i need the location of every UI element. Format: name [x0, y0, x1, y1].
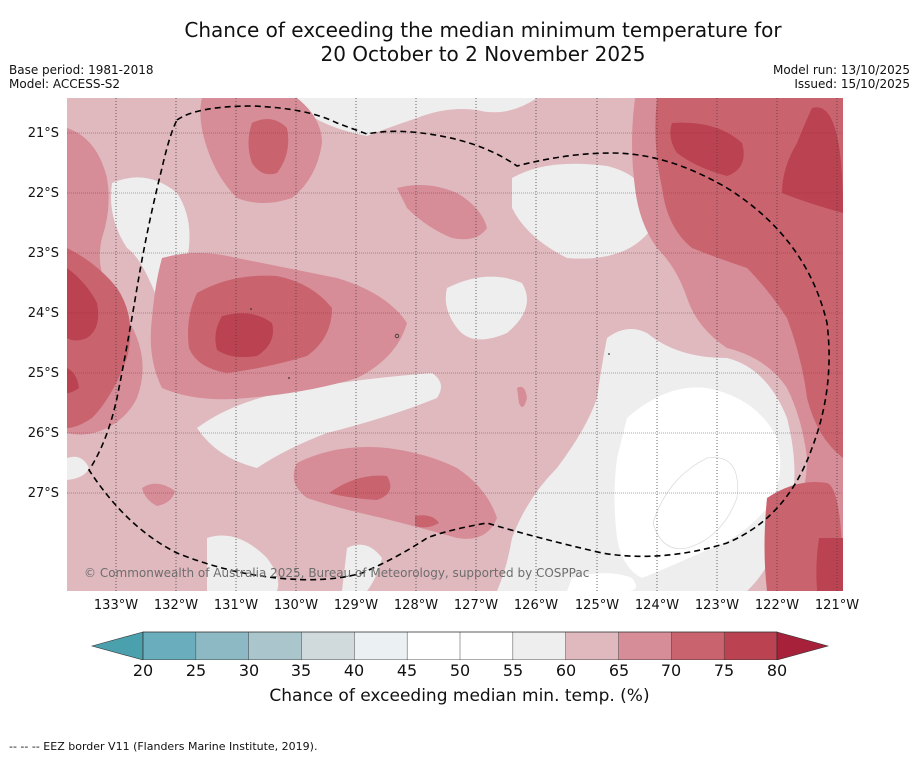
region-70-75-south-center	[329, 475, 391, 500]
region-75-80-north-east	[670, 122, 744, 176]
lon-label-125w: 125°W	[574, 598, 620, 613]
colorbar-bin-20-25	[143, 632, 197, 660]
run-info: Model run: 13/10/2025 Issued: 15/10/2025	[773, 63, 910, 91]
colorbar-over-triangle	[776, 631, 830, 660]
region-70-75-north-west	[248, 119, 289, 175]
colorbar-bin-55-60	[512, 632, 567, 660]
base-period: Base period: 1981-2018	[9, 63, 154, 77]
lat-label-23s: 23°S	[27, 246, 59, 261]
colorbar-bin-30-35	[248, 632, 302, 660]
island-dot	[608, 353, 610, 355]
colorbar-tick-65: 65	[608, 661, 630, 680]
lat-label-27s: 27°S	[27, 486, 59, 501]
region-55-60-south-small	[207, 535, 279, 591]
title-line-2: 20 October to 2 November 2025	[320, 42, 646, 66]
lon-label-127w: 127°W	[453, 598, 499, 613]
eez-footnote: -- -- -- EEZ border V11 (Flanders Marine…	[9, 740, 318, 753]
lat-label-21s: 21°S	[27, 126, 59, 141]
lon-label-124w: 124°W	[634, 598, 680, 613]
region-75-80-south-east	[816, 538, 843, 591]
copyright-notice: © Commonwealth of Australia 2025, Bureau…	[84, 566, 590, 580]
colorbar-bin-75-80	[724, 632, 778, 660]
colorbar-tick-25: 25	[185, 661, 207, 680]
colorbar-bins	[143, 632, 778, 660]
colorbar-bin-70-75	[671, 632, 725, 660]
lon-label-132w: 132°W	[153, 598, 199, 613]
colorbar-tick-20: 20	[132, 661, 154, 680]
colorbar-label: Chance of exceeding median min. temp. (%…	[269, 686, 650, 706]
region-55-60-south-small-2	[342, 544, 382, 591]
lon-label-122w: 122°W	[754, 598, 800, 613]
lon-label-121w: 121°W	[814, 598, 860, 613]
lon-label-133w: 133°W	[93, 598, 139, 613]
colorbar-tick-70: 70	[660, 661, 682, 680]
region-75-80-east	[782, 107, 843, 213]
model-run-date: Model run: 13/10/2025	[772, 63, 910, 77]
colorbar-bin-35-40	[301, 632, 355, 660]
title-line-1: Chance of exceeding the median minimum t…	[184, 18, 782, 42]
lon-label-130w: 130°W	[273, 598, 319, 613]
island-dot	[250, 308, 252, 310]
model-name: Model: ACCESS-S2	[9, 77, 121, 91]
island-dot	[288, 377, 290, 379]
parallel-gridlines	[67, 132, 843, 494]
region-70-75-tiny	[415, 515, 439, 528]
lon-label-126w: 126°W	[513, 598, 559, 613]
lon-label-129w: 129°W	[333, 598, 379, 613]
colorbar-tick-45: 45	[396, 661, 418, 680]
lat-label-24s: 24°S	[27, 306, 59, 321]
lat-label-25s: 25°S	[27, 366, 59, 381]
region-55-60-south-west	[197, 373, 441, 468]
colorbar-tick-50: 50	[449, 661, 471, 680]
colorbar-bin-65-70	[618, 632, 672, 660]
colorbar-tick-30: 30	[238, 661, 260, 680]
colorbar-under-triangle	[90, 631, 144, 660]
colorbar-bin-45-50	[407, 632, 461, 660]
colorbar-tick-35: 35	[290, 661, 312, 680]
region-75-80-west-small	[67, 368, 79, 393]
region-55-60-edge	[67, 456, 89, 480]
colorbar-bin-40-45	[354, 632, 408, 660]
region-65-70-small-south	[142, 483, 175, 506]
map-title: Chance of exceeding the median minimum t…	[0, 18, 919, 66]
colorbar-tick-60: 60	[555, 661, 577, 680]
lon-label-128w: 128°W	[393, 598, 439, 613]
lon-label-131w: 131°W	[213, 598, 259, 613]
probability-map	[67, 98, 843, 591]
colorbar-bin-25-30	[195, 632, 250, 660]
colorbar-tick-80: 80	[766, 661, 788, 680]
region-55-60-center	[445, 276, 527, 340]
colorbar-bin-60-65	[565, 632, 619, 660]
island-marker	[394, 333, 400, 339]
lon-label-123w: 123°W	[694, 598, 740, 613]
issued-date: Issued: 15/10/2025	[794, 77, 910, 91]
model-info: Base period: 1981-2018 Model: ACCESS-S2	[9, 63, 154, 91]
eez-border	[88, 105, 830, 581]
colorbar-tick-40: 40	[343, 661, 365, 680]
meridian-gridlines	[115, 98, 838, 591]
colorbar-frame	[142, 631, 778, 660]
region-75-80-center	[215, 313, 273, 358]
lat-label-22s: 22°S	[27, 186, 59, 201]
region-65-70-tiny	[517, 386, 527, 407]
region-55-60-north-central	[512, 163, 653, 259]
colorbar-bin-50-55	[460, 632, 514, 660]
colorbar-tick-55: 55	[502, 661, 524, 680]
contour-faint	[652, 457, 739, 550]
lat-label-26s: 26°S	[27, 426, 59, 441]
colorbar	[90, 631, 830, 660]
colorbar-tick-75: 75	[713, 661, 735, 680]
region-65-70-north-center	[397, 184, 487, 240]
region-45-55-bottom	[567, 573, 636, 591]
region-75-80-west	[67, 268, 99, 341]
